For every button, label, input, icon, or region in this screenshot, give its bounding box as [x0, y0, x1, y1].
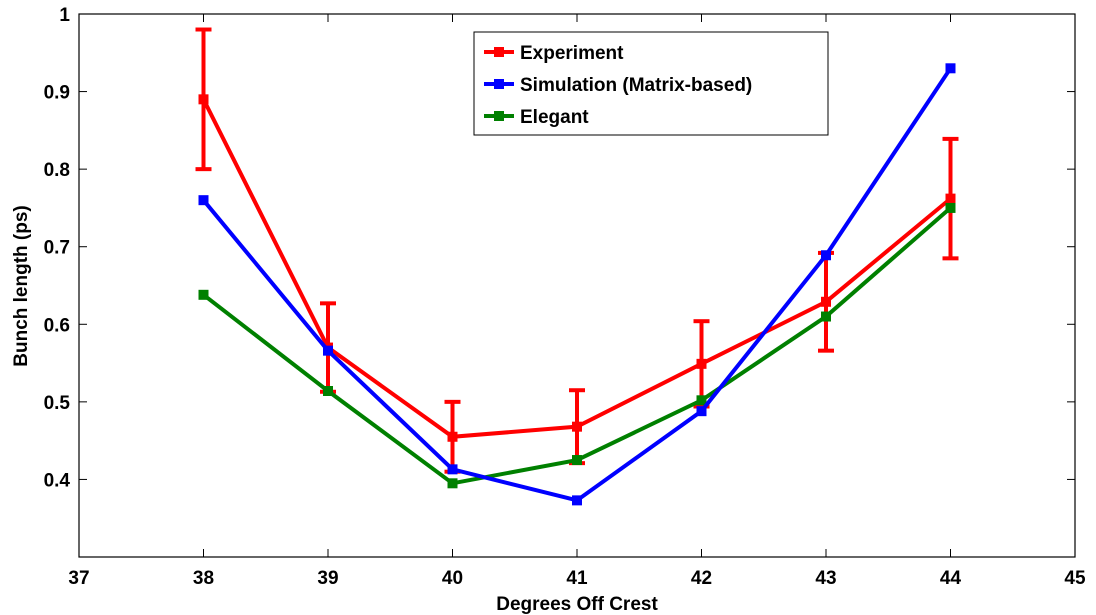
data-point	[447, 478, 458, 489]
data-point	[323, 385, 333, 396]
legend-label: Simulation (Matrix-based)	[520, 75, 752, 96]
data-point	[945, 202, 956, 213]
data-point	[572, 421, 582, 432]
x-tick-label: 41	[566, 568, 588, 589]
data-point	[198, 289, 209, 300]
legend-entry: Experiment	[484, 43, 624, 64]
y-axis-title: Bunch length (ps)	[11, 205, 32, 366]
data-point	[447, 431, 458, 442]
x-tick-label: 44	[940, 568, 962, 589]
data-point	[821, 296, 831, 307]
series-simulation-matrix-based	[198, 63, 956, 506]
data-point	[821, 311, 831, 322]
y-tick-label: 0.6	[44, 315, 70, 336]
data-point	[945, 63, 956, 74]
x-tick-label: 45	[1064, 568, 1086, 589]
x-tick-label: 42	[691, 568, 712, 589]
y-tick-label: 1	[59, 5, 70, 26]
data-point	[572, 495, 582, 506]
legend-entry: Elegant	[484, 107, 589, 128]
legend-swatch-marker	[494, 79, 504, 89]
y-tick-label: 0.8	[44, 160, 70, 181]
legend-entry: Simulation (Matrix-based)	[484, 75, 752, 96]
x-tick-label: 38	[193, 568, 214, 589]
legend-swatch-marker	[494, 47, 504, 57]
x-tick-label: 37	[68, 568, 89, 589]
data-point	[945, 193, 956, 204]
x-tick-label: 40	[442, 568, 463, 589]
legend-label: Elegant	[520, 107, 589, 128]
y-tick-label: 0.9	[44, 83, 70, 104]
data-point	[821, 250, 831, 261]
data-point	[572, 455, 582, 466]
y-tick-label: 0.4	[44, 470, 71, 491]
series-layer	[195, 27, 959, 506]
x-tick-label: 43	[815, 568, 836, 589]
data-point	[696, 395, 707, 406]
x-axis-title: Degrees Off Crest	[496, 594, 658, 615]
data-point	[198, 195, 209, 206]
data-point	[696, 406, 707, 417]
legend-swatch-marker	[494, 111, 504, 121]
data-point	[198, 94, 209, 105]
legend-box	[473, 31, 829, 136]
y-tick-label: 0.5	[44, 393, 71, 414]
x-tick-label: 39	[317, 568, 338, 589]
legend: Experiment Simulation (Matrix-based) Elega…	[473, 31, 829, 136]
axis-ticks: 37 38 39 40 41 42 43 44 45 0.4 0.5 0.6 0.7 0.8 0.9 1	[44, 5, 1086, 589]
y-tick-label: 0.7	[44, 238, 70, 259]
data-point	[447, 464, 458, 475]
data-point	[323, 345, 333, 356]
series-elegant	[198, 202, 956, 489]
legend-label: Experiment	[520, 43, 624, 64]
data-point	[696, 358, 707, 369]
